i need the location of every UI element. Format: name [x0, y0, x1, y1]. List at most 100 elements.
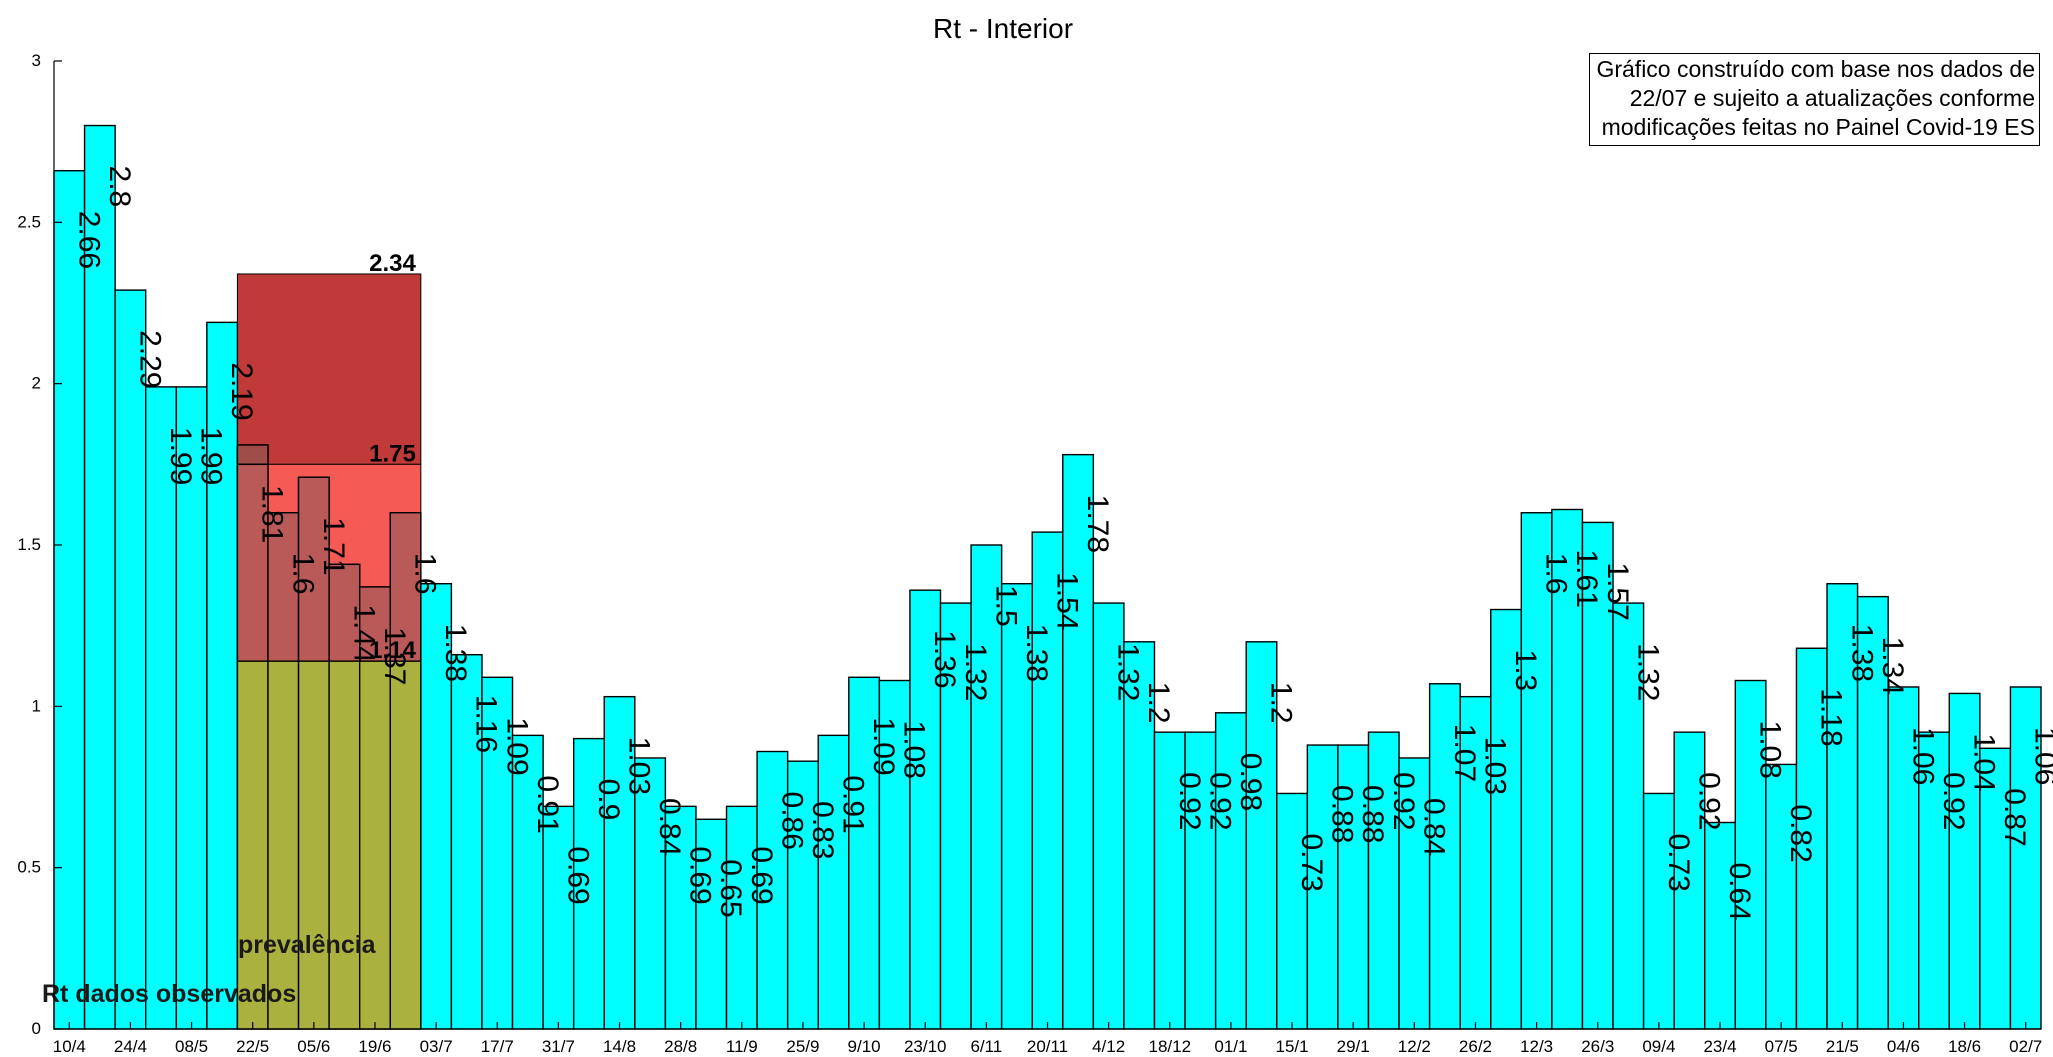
- value-label-41: 0.88: [1326, 785, 1359, 843]
- value-label-18: 1.03: [623, 737, 656, 795]
- value-label-33: 1.78: [1081, 495, 1114, 553]
- bar-18: [603, 695, 636, 1030]
- value-label-47: 1.3: [1509, 650, 1542, 692]
- bar-51: [1612, 602, 1645, 1030]
- bar-55: [1734, 679, 1767, 1030]
- value-label-49: 1.61: [1570, 550, 1603, 608]
- bar-60: [1887, 686, 1920, 1030]
- value-label-17: 0.9: [592, 779, 625, 821]
- value-label-36: 0.92: [1173, 772, 1206, 830]
- x-tick-label-31: 18/6: [1948, 1037, 1981, 1056]
- bar-45: [1428, 683, 1461, 1030]
- x-tick-label-26: 09/4: [1642, 1037, 1675, 1056]
- bar-36: [1153, 731, 1186, 1030]
- bar-14: [481, 676, 514, 1030]
- bar-33: [1062, 453, 1095, 1030]
- bar-44: [1398, 757, 1431, 1030]
- x-tick-label-19: 01/1: [1214, 1037, 1247, 1056]
- x-axis-ticks: 10/4 24/4 08/5 22/5 05/6 19/6 03/7 17/7 31/7 14/8…: [53, 1022, 2042, 1056]
- x-tick-label-2: 08/5: [175, 1037, 208, 1056]
- prevalence-band-1: [236, 273, 422, 465]
- band-value-labels: 2.34 1.75 1.14: [369, 250, 416, 664]
- band-overlap-6-2: [236, 660, 269, 1030]
- value-label-13: 1.16: [470, 695, 503, 753]
- bar-2: [114, 289, 147, 1030]
- x-tick-label-16: 20/11: [1027, 1037, 1068, 1056]
- value-label-23: 0.86: [775, 792, 808, 850]
- value-label-20: 0.69: [684, 846, 717, 904]
- y-tick-label-2: 1: [32, 696, 41, 715]
- value-label-25: 0.91: [837, 775, 870, 833]
- value-labels: 2.662.82.291.991.992.191.811.61.711.441.…: [72, 166, 2053, 921]
- x-tick-label-11: 11/9: [726, 1037, 758, 1056]
- y-tick-label-1: 0.5: [17, 858, 41, 877]
- x-tick-label-25: 26/3: [1581, 1037, 1614, 1056]
- band-overlap-8-2: [297, 660, 330, 1030]
- band-label-1: 2.34: [369, 250, 416, 277]
- y-tick-label-5: 2.5: [17, 212, 41, 231]
- value-label-19: 0.84: [653, 798, 686, 856]
- value-label-57: 1.18: [1815, 688, 1848, 746]
- value-label-56: 0.82: [1784, 804, 1817, 862]
- value-label-59: 1.34: [1876, 637, 1909, 695]
- bar-22: [725, 805, 758, 1030]
- value-label-28: 1.36: [928, 630, 961, 688]
- x-tick-label-27: 23/4: [1703, 1037, 1736, 1056]
- x-tick-label-3: 22/5: [236, 1037, 269, 1056]
- value-label-37: 0.92: [1203, 772, 1236, 830]
- bar-15: [511, 734, 544, 1030]
- x-tick-label-28: 07/5: [1765, 1037, 1798, 1056]
- x-tick-label-18: 18/12: [1149, 1037, 1192, 1056]
- value-label-2: 2.29: [133, 330, 166, 388]
- value-label-54: 0.64: [1723, 862, 1756, 920]
- x-tick-label-29: 21/5: [1826, 1037, 1859, 1056]
- value-label-31: 1.38: [1020, 624, 1053, 682]
- x-tick-label-9: 14/8: [603, 1037, 636, 1056]
- x-tick-label-0: 10/4: [53, 1037, 86, 1056]
- value-label-10: 1.37: [378, 627, 411, 685]
- value-label-6: 1.81: [256, 485, 289, 543]
- value-label-51: 1.32: [1631, 643, 1664, 701]
- bar-42: [1337, 744, 1370, 1030]
- chart-title: Rt - Interior: [933, 13, 1073, 44]
- value-label-44: 0.84: [1417, 798, 1450, 856]
- value-label-34: 1.32: [1112, 643, 1145, 701]
- value-label-55: 1.08: [1754, 721, 1787, 779]
- value-label-39: 1.2: [1264, 682, 1297, 724]
- bar-0: [53, 170, 86, 1030]
- band-overlap-11-1: [389, 512, 422, 662]
- bar-4: [175, 386, 208, 1030]
- note-line-1: Gráfico construído com base nos dados de: [1596, 56, 2035, 82]
- bar-40: [1276, 792, 1309, 1030]
- bar-46: [1459, 695, 1492, 1030]
- bar-39: [1245, 641, 1278, 1030]
- value-label-53: 0.92: [1692, 772, 1725, 830]
- value-label-45: 1.07: [1448, 724, 1481, 782]
- value-label-60: 1.06: [1906, 727, 1939, 785]
- y-axis-ticks: 0 0.5 1 1.5 2 2.5 3: [17, 51, 62, 1038]
- bar-17: [572, 737, 605, 1030]
- value-label-15: 0.91: [531, 775, 564, 833]
- value-label-42: 0.88: [1356, 785, 1389, 843]
- y-tick-label-6: 3: [32, 51, 41, 70]
- value-label-7: 1.6: [286, 553, 319, 595]
- band-overlaps: [236, 444, 422, 1030]
- band-overlap-7-2: [267, 660, 300, 1030]
- bar-16: [542, 805, 575, 1030]
- data-note: Gráfico construído com base nos dados de…: [1589, 53, 2040, 146]
- x-tick-label-32: 02/7: [2009, 1037, 2042, 1056]
- bar-23: [756, 750, 789, 1030]
- value-label-0: 2.66: [72, 211, 105, 269]
- x-tick-label-23: 26/2: [1459, 1037, 1492, 1056]
- x-tick-label-10: 28/8: [664, 1037, 697, 1056]
- prevalence-label: prevalência: [238, 931, 377, 959]
- bar-41: [1306, 744, 1339, 1030]
- value-label-8: 1.71: [317, 517, 350, 575]
- x-tick-label-15: 6/11: [970, 1037, 1002, 1056]
- value-label-3: 1.99: [164, 427, 197, 485]
- value-label-32: 1.54: [1051, 572, 1084, 630]
- note-line-3: modificações feitas no Painel Covid-19 E…: [1601, 114, 2035, 140]
- value-label-40: 0.73: [1295, 833, 1328, 891]
- y-tick-label-0: 0: [32, 1019, 41, 1038]
- y-tick-label-4: 2: [32, 374, 41, 393]
